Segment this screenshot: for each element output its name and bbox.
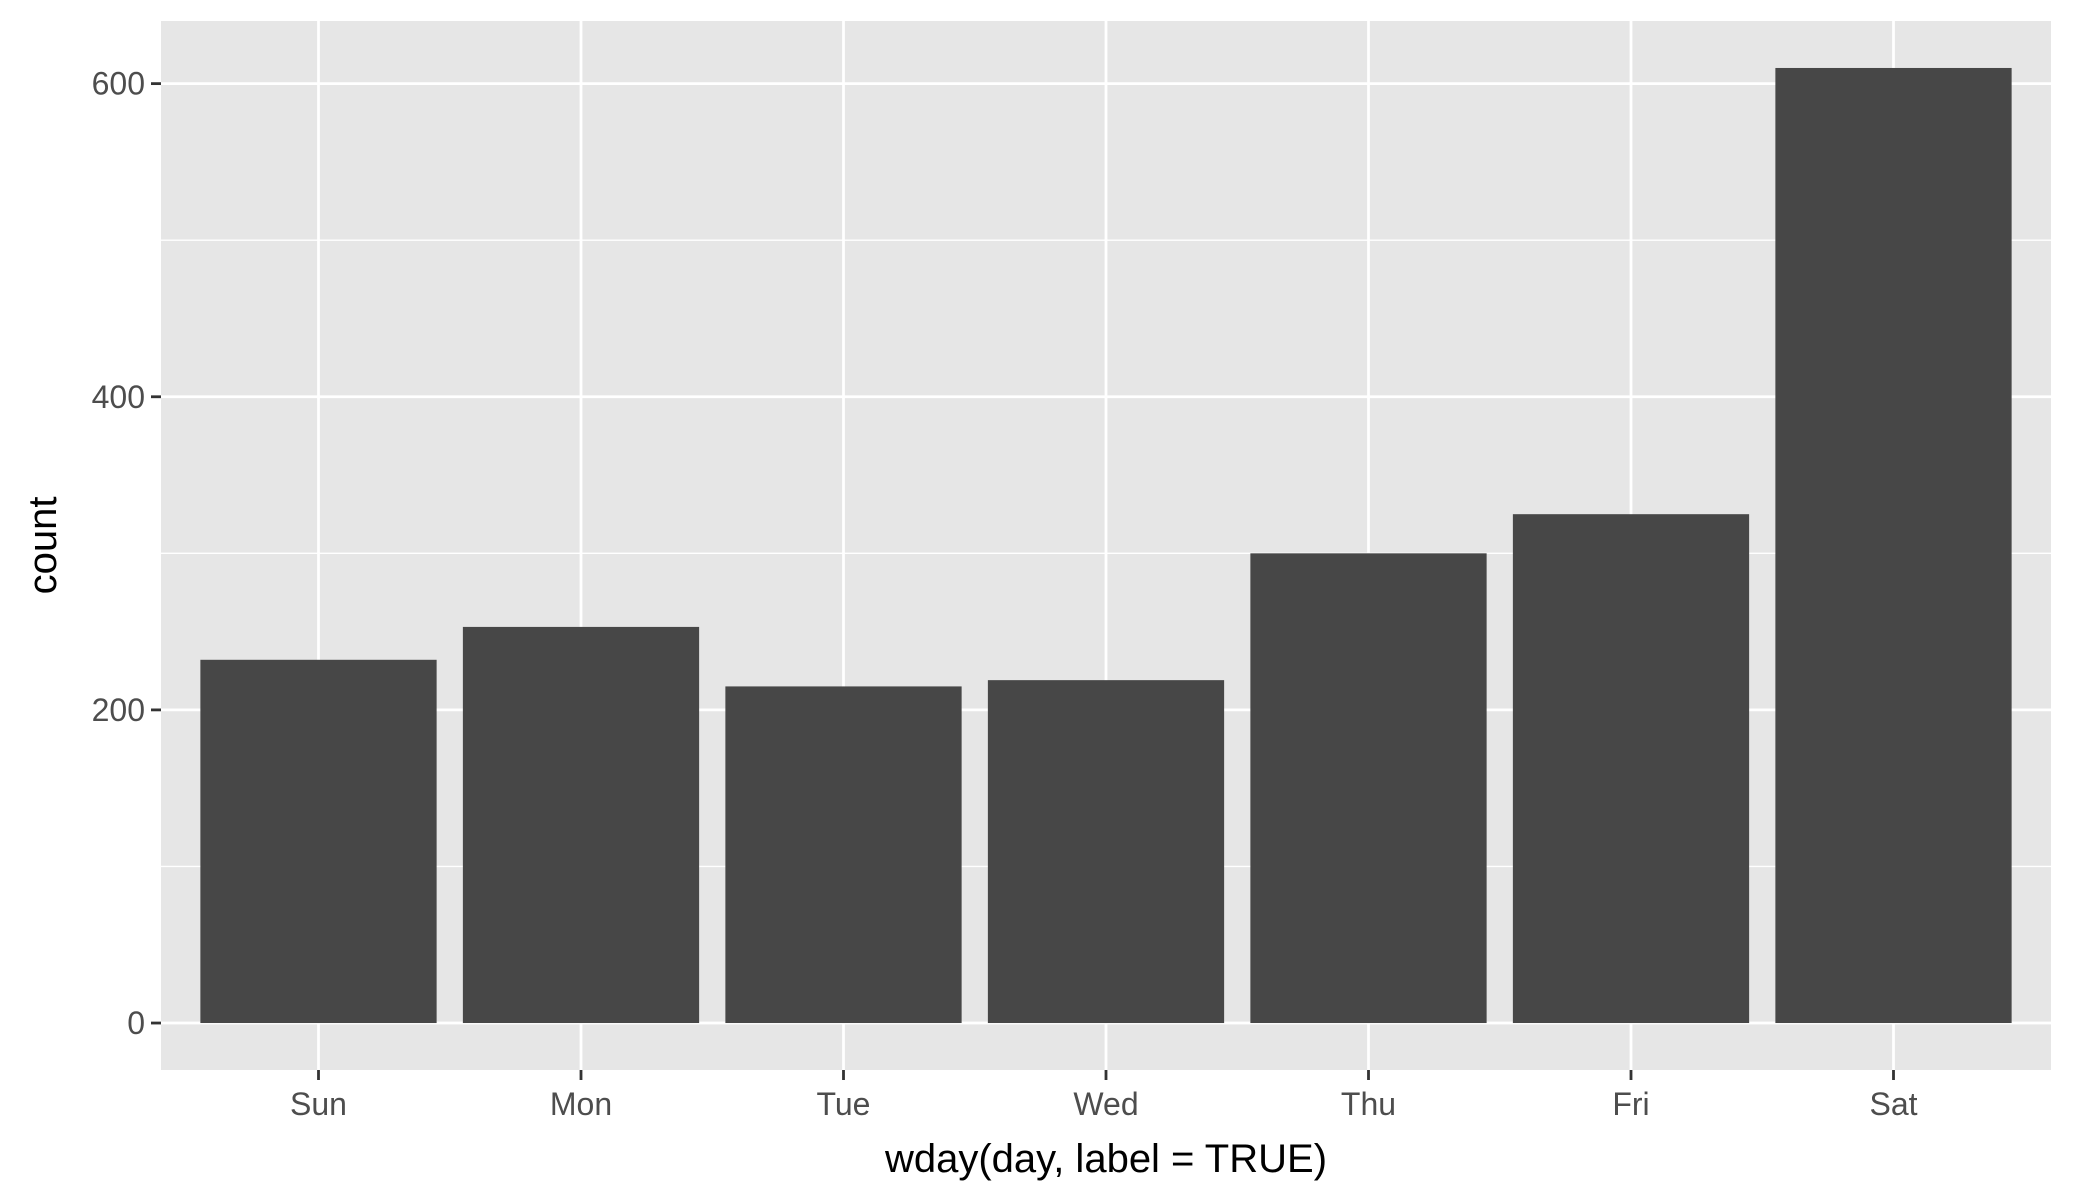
bar-series xyxy=(200,67,2012,1024)
x-tick-label: Sun xyxy=(290,1086,347,1122)
bar-sat xyxy=(1775,67,2012,1024)
bar-thu xyxy=(1250,553,1487,1024)
y-tick-label: 600 xyxy=(92,66,145,102)
x-tick-label: Thu xyxy=(1341,1086,1396,1122)
bar-fri xyxy=(1512,514,1750,1024)
y-tick-label: 400 xyxy=(92,379,145,415)
x-axis: Sun Mon Tue Wed Thu Fri Sat xyxy=(290,1070,1918,1122)
x-tick-label: Mon xyxy=(550,1086,612,1122)
bar-wed xyxy=(987,680,1225,1024)
x-tick-label: Tue xyxy=(817,1086,871,1122)
y-tick-label: 200 xyxy=(92,692,145,728)
y-tick-label: 0 xyxy=(127,1005,145,1041)
bar-tue xyxy=(725,686,962,1024)
y-axis-title: count xyxy=(21,497,65,595)
x-tick-label: Wed xyxy=(1073,1086,1138,1122)
bar-sun xyxy=(200,659,437,1024)
x-tick-label: Sat xyxy=(1869,1086,1917,1122)
x-tick-label: Fri xyxy=(1612,1086,1649,1122)
bar-mon xyxy=(462,626,700,1024)
x-axis-title: wday(day, label = TRUE) xyxy=(884,1137,1327,1181)
y-axis: 0 200 400 600 xyxy=(92,66,161,1041)
